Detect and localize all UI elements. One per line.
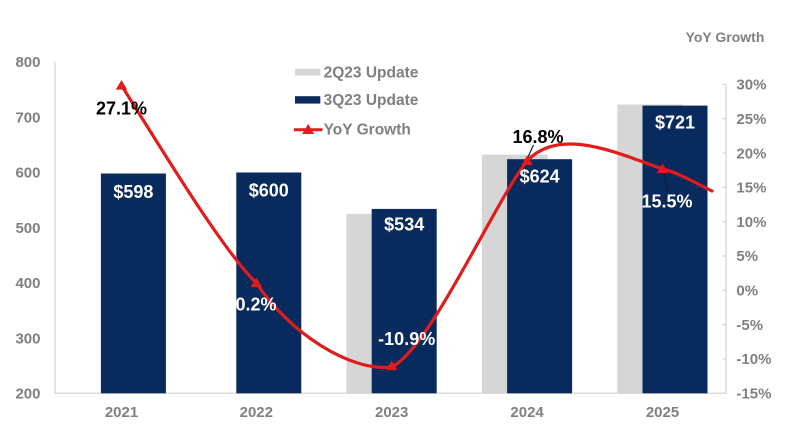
svg-text:-10%: -10% [736,351,771,368]
svg-text:200: 200 [15,386,40,403]
svg-text:0%: 0% [736,283,758,300]
svg-text:$624: $624 [520,167,560,187]
svg-text:YoY Growth: YoY Growth [324,122,411,139]
svg-text:2022: 2022 [240,404,273,421]
svg-text:25%: 25% [736,111,766,128]
svg-text:3Q23 Update: 3Q23 Update [324,92,419,109]
svg-text:2024: 2024 [510,404,544,421]
svg-text:400: 400 [15,275,40,292]
svg-text:16.8%: 16.8% [512,127,563,147]
svg-text:15%: 15% [736,180,766,197]
svg-text:$534: $534 [384,215,424,235]
svg-text:2021: 2021 [105,404,138,421]
svg-text:2023: 2023 [375,404,408,421]
svg-text:20%: 20% [736,145,766,162]
svg-text:700: 700 [15,109,40,126]
svg-text:600: 600 [15,165,40,182]
svg-text:YoY Growth: YoY Growth [686,29,765,45]
svg-text:-10.9%: -10.9% [378,329,435,349]
svg-text:10%: 10% [736,214,766,231]
svg-text:800: 800 [15,54,40,71]
svg-text:27.1%: 27.1% [96,98,147,118]
svg-text:0.2%: 0.2% [235,294,276,314]
svg-text:30%: 30% [736,77,766,94]
svg-text:2Q23 Update: 2Q23 Update [324,64,419,81]
svg-text:300: 300 [15,330,40,347]
svg-text:5%: 5% [736,248,758,265]
svg-text:$598: $598 [113,182,153,202]
svg-text:$721: $721 [655,113,695,133]
svg-text:$600: $600 [249,181,289,201]
svg-text:-5%: -5% [736,317,763,334]
svg-text:500: 500 [15,220,40,237]
svg-text:-15%: -15% [736,386,771,403]
svg-text:2025: 2025 [646,404,679,421]
svg-text:15.5%: 15.5% [641,192,692,212]
